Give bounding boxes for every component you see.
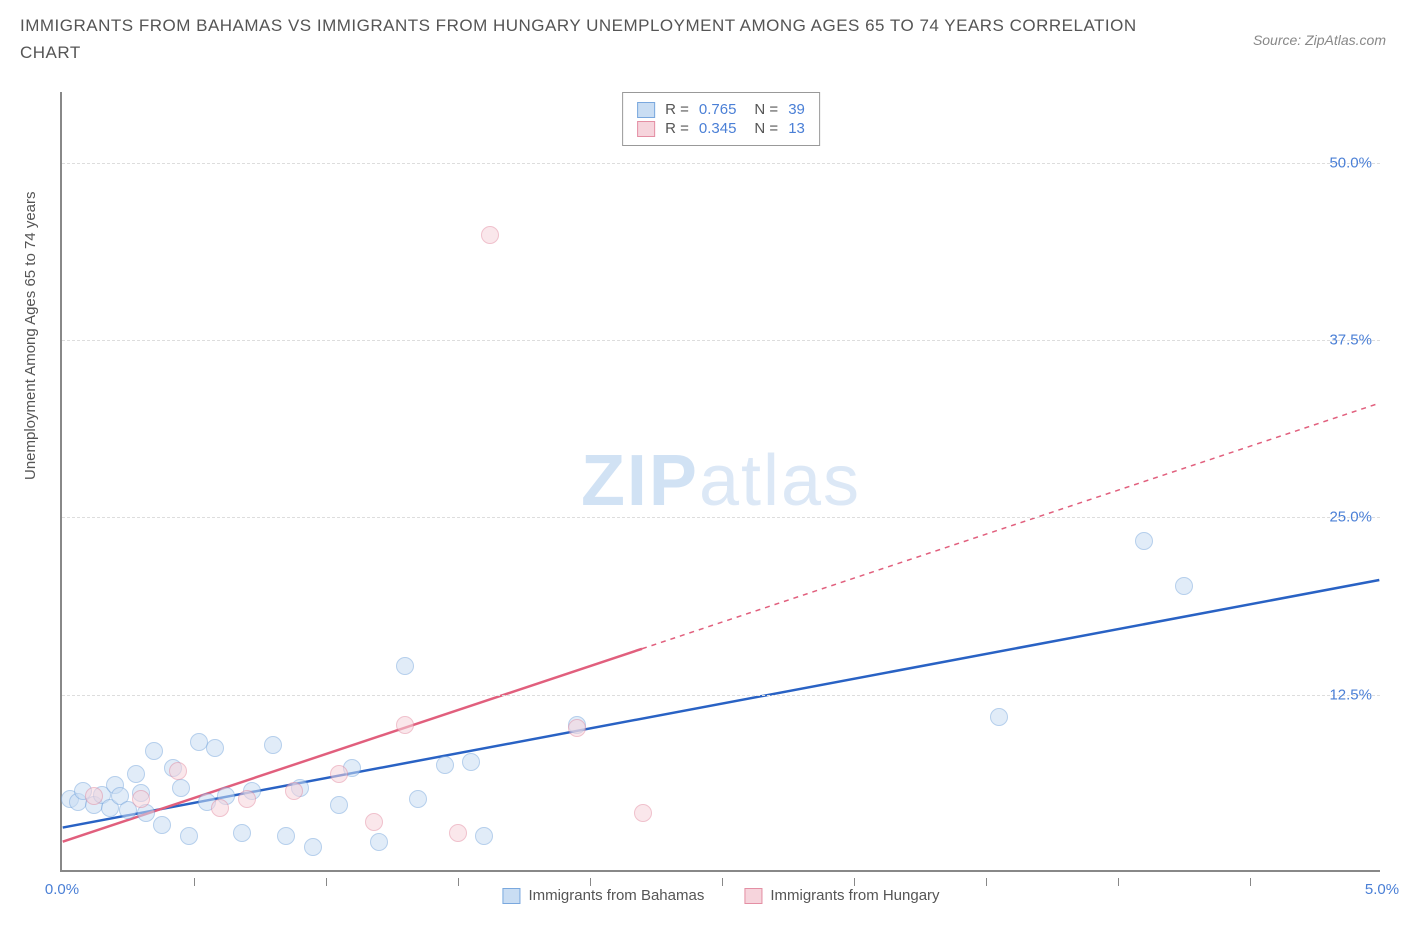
watermark-prefix: ZIP bbox=[581, 441, 699, 521]
x-tick-mark bbox=[986, 878, 987, 886]
scatter-point bbox=[180, 827, 198, 845]
legend-n-label: N = bbox=[754, 101, 778, 118]
legend-row: R = 0.345 N = 13 bbox=[637, 120, 805, 137]
scatter-point bbox=[172, 779, 190, 797]
swatch-icon bbox=[637, 102, 655, 118]
scatter-point bbox=[568, 719, 586, 737]
watermark-suffix: atlas bbox=[699, 441, 861, 521]
legend-n-value: 13 bbox=[788, 120, 805, 137]
scatter-point bbox=[238, 790, 256, 808]
legend-r-value: 0.765 bbox=[699, 101, 737, 118]
scatter-point bbox=[409, 790, 427, 808]
scatter-point bbox=[475, 827, 493, 845]
series-legend: Immigrants from Bahamas Immigrants from … bbox=[502, 887, 939, 904]
x-tick-mark bbox=[590, 878, 591, 886]
trend-line-extrapolated bbox=[642, 403, 1379, 649]
x-tick-mark bbox=[1250, 878, 1251, 886]
scatter-point bbox=[145, 742, 163, 760]
chart-title: IMMIGRANTS FROM BAHAMAS VS IMMIGRANTS FR… bbox=[20, 12, 1170, 66]
scatter-point bbox=[169, 762, 187, 780]
y-tick-label: 37.5% bbox=[1329, 332, 1372, 349]
x-tick-label: 0.0% bbox=[45, 881, 79, 898]
scatter-point bbox=[449, 824, 467, 842]
legend-item: Immigrants from Hungary bbox=[744, 887, 939, 904]
legend-label: Immigrants from Hungary bbox=[770, 887, 939, 904]
scatter-point bbox=[206, 739, 224, 757]
scatter-point bbox=[132, 790, 150, 808]
y-tick-label: 50.0% bbox=[1329, 154, 1372, 171]
gridline bbox=[62, 517, 1380, 518]
y-tick-label: 25.0% bbox=[1329, 509, 1372, 526]
scatter-point bbox=[481, 226, 499, 244]
scatter-point bbox=[436, 756, 454, 774]
scatter-point bbox=[211, 799, 229, 817]
swatch-icon bbox=[502, 888, 520, 904]
x-tick-mark bbox=[854, 878, 855, 886]
scatter-point bbox=[285, 782, 303, 800]
correlation-legend: R = 0.765 N = 39 R = 0.345 N = 13 bbox=[622, 92, 820, 146]
scatter-point bbox=[330, 765, 348, 783]
x-tick-mark bbox=[326, 878, 327, 886]
header-bar: IMMIGRANTS FROM BAHAMAS VS IMMIGRANTS FR… bbox=[20, 12, 1386, 66]
source-citation: Source: ZipAtlas.com bbox=[1253, 32, 1386, 48]
legend-r-label: R = bbox=[665, 101, 689, 118]
x-tick-label: 5.0% bbox=[1365, 881, 1399, 898]
scatter-point bbox=[1175, 577, 1193, 595]
scatter-point bbox=[365, 813, 383, 831]
gridline bbox=[62, 340, 1380, 341]
y-axis-label: Unemployment Among Ages 65 to 74 years bbox=[22, 191, 39, 480]
legend-row: R = 0.765 N = 39 bbox=[637, 101, 805, 118]
gridline bbox=[62, 163, 1380, 164]
x-tick-mark bbox=[1118, 878, 1119, 886]
scatter-point bbox=[264, 736, 282, 754]
legend-r-label: R = bbox=[665, 120, 689, 137]
legend-label: Immigrants from Bahamas bbox=[528, 887, 704, 904]
scatter-point bbox=[396, 716, 414, 734]
y-tick-label: 12.5% bbox=[1329, 686, 1372, 703]
watermark: ZIPatlas bbox=[581, 440, 861, 522]
scatter-point bbox=[304, 838, 322, 856]
swatch-icon bbox=[637, 121, 655, 137]
scatter-point bbox=[1135, 532, 1153, 550]
scatter-point bbox=[990, 708, 1008, 726]
scatter-point bbox=[330, 796, 348, 814]
scatter-point bbox=[396, 657, 414, 675]
scatter-point bbox=[462, 753, 480, 771]
swatch-icon bbox=[744, 888, 762, 904]
scatter-point bbox=[85, 787, 103, 805]
legend-r-value: 0.345 bbox=[699, 120, 737, 137]
plot-area: ZIPatlas R = 0.765 N = 39 R = 0.345 N = … bbox=[60, 92, 1380, 872]
trend-lines-layer bbox=[62, 92, 1380, 870]
scatter-point bbox=[153, 816, 171, 834]
x-tick-mark bbox=[458, 878, 459, 886]
scatter-point bbox=[277, 827, 295, 845]
legend-n-value: 39 bbox=[788, 101, 805, 118]
x-tick-mark bbox=[722, 878, 723, 886]
scatter-point bbox=[127, 765, 145, 783]
legend-item: Immigrants from Bahamas bbox=[502, 887, 704, 904]
scatter-point bbox=[370, 833, 388, 851]
gridline bbox=[62, 695, 1380, 696]
scatter-point bbox=[233, 824, 251, 842]
legend-n-label: N = bbox=[754, 120, 778, 137]
scatter-point bbox=[634, 804, 652, 822]
x-tick-mark bbox=[194, 878, 195, 886]
